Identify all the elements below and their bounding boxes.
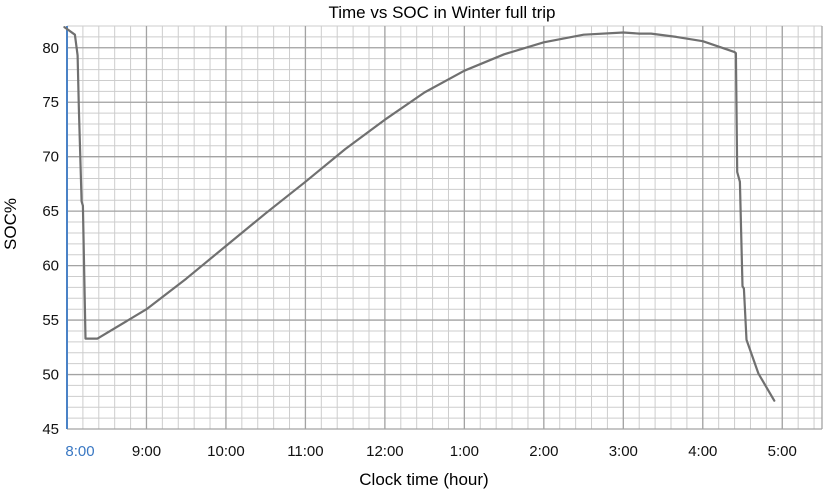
x-tick-label: 9:00: [132, 443, 161, 460]
x-axis-ticks: 8:00 9:00 10:00 11:00 12:00 1:00 2:00 3:00 4:00 5…: [65, 443, 796, 460]
chart-title: Time vs SOC in Winter full trip: [328, 3, 555, 22]
y-tick-label: 80: [42, 40, 59, 57]
y-tick-label: 60: [42, 258, 59, 275]
y-tick-label: 45: [42, 421, 59, 438]
x-tick-label: 11:00: [287, 443, 323, 460]
y-tick-label: 75: [42, 94, 59, 111]
x-tick-label: 2:00: [529, 443, 558, 460]
x-tick-label: 3:00: [609, 443, 638, 460]
x-tick-label: 8:00: [65, 443, 94, 460]
x-tick-label: 10:00: [207, 443, 245, 460]
x-tick-label: 12:00: [366, 443, 404, 460]
x-axis-label: Clock time (hour): [359, 470, 488, 489]
y-axis-label: SOC%: [1, 198, 20, 250]
y-tick-label: 65: [42, 203, 59, 220]
major-gridlines: [67, 26, 823, 430]
x-tick-label: 5:00: [768, 443, 797, 460]
y-axis-ticks: 45 50 55 60 65 70 75 80: [42, 40, 59, 438]
y-tick-label: 55: [42, 312, 59, 329]
y-tick-label: 70: [42, 149, 59, 166]
y-tick-label: 50: [42, 367, 59, 384]
minor-gridlines: [66, 25, 822, 430]
soc-series-line: [63, 26, 776, 402]
x-tick-label: 1:00: [450, 443, 479, 460]
x-tick-label: 4:00: [688, 443, 717, 460]
